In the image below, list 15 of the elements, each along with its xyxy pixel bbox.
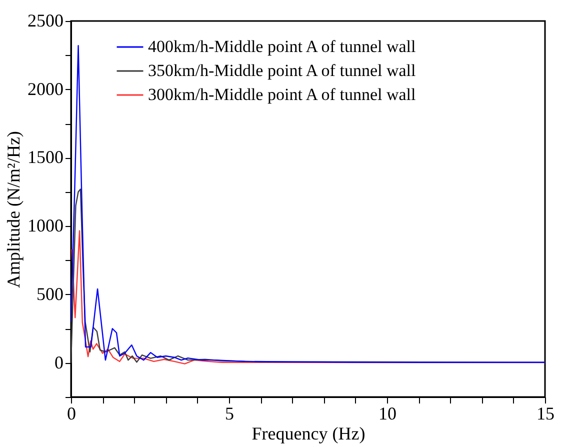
legend-label: 350km/h-Middle point A of tunnel wall xyxy=(148,61,416,80)
y-axis-title: Amplitude (N/m²/Hz) xyxy=(4,131,24,288)
x-tick-label: 15 xyxy=(536,404,554,424)
y-tick-label: 500 xyxy=(36,284,64,304)
x-tick-label: 0 xyxy=(67,404,76,424)
y-tick-label: 1000 xyxy=(28,216,64,236)
x-tick-label: 5 xyxy=(225,404,234,424)
y-tick-label: 0 xyxy=(54,352,64,372)
y-tick-label: 2500 xyxy=(28,10,64,30)
y-tick-label: 1500 xyxy=(28,147,64,168)
x-axis-title: Frequency (Hz) xyxy=(252,424,366,444)
y-tick-label: 2000 xyxy=(28,78,64,99)
x-tick-label: 10 xyxy=(378,404,396,424)
legend-label: 300km/h-Middle point A of tunnel wall xyxy=(148,85,416,104)
legend-label: 400km/h-Middle point A of tunnel wall xyxy=(148,37,416,56)
